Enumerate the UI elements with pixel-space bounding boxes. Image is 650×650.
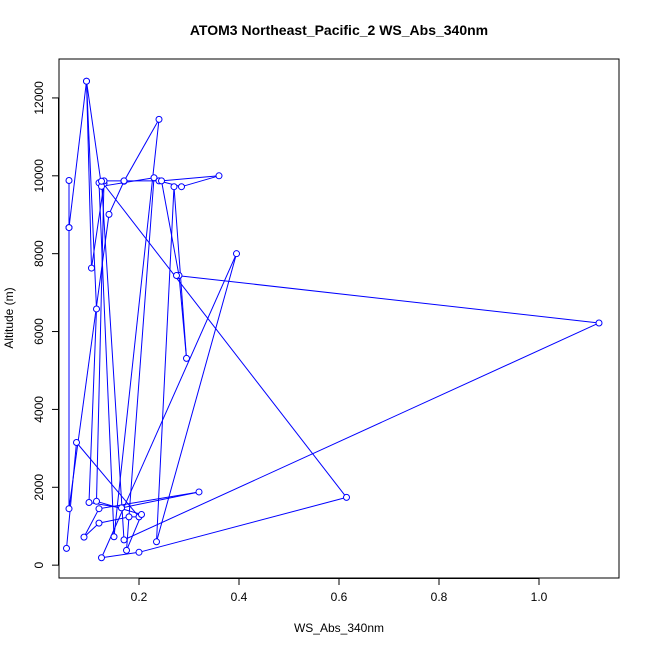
series-segment	[68, 81, 87, 228]
series-segment	[96, 180, 105, 502]
series-segment	[98, 516, 130, 524]
data-point	[85, 498, 93, 506]
x-tick-label: 0.6	[331, 590, 348, 604]
data-point	[73, 439, 80, 447]
series-segment	[86, 81, 97, 309]
data-point	[183, 354, 190, 362]
data-point	[105, 210, 113, 218]
y-tick-label: 4000	[32, 396, 46, 423]
data-point	[88, 264, 95, 272]
series-segment	[101, 181, 125, 540]
series-segment	[126, 177, 155, 551]
x-tick-label: 0.2	[131, 590, 148, 604]
data-point	[98, 177, 105, 185]
y-tick-label: 6000	[32, 318, 46, 345]
series-segment	[101, 180, 347, 498]
data-point	[118, 504, 125, 512]
data-point	[233, 250, 240, 258]
data-point	[93, 497, 100, 505]
series-segment	[113, 119, 160, 537]
data-point	[110, 533, 118, 541]
data-point	[153, 538, 160, 546]
series-segment	[86, 81, 92, 269]
data-point	[170, 183, 178, 191]
series-segment	[156, 253, 237, 542]
series-segment	[126, 514, 142, 551]
data-point	[123, 546, 130, 554]
y-axis-label: Altitude (m)	[2, 287, 16, 348]
series-segment	[138, 496, 347, 553]
series-segment	[123, 119, 160, 182]
series-segment	[91, 183, 105, 269]
series-layer	[63, 77, 603, 562]
data-point	[135, 548, 143, 556]
series-segment	[98, 491, 200, 510]
y-axis: 0 2000 4000 6000 8000 10000 12000	[32, 81, 59, 568]
data-point	[65, 224, 73, 232]
series-segment	[88, 308, 97, 503]
series-segment	[161, 180, 180, 276]
data-point	[158, 177, 165, 185]
series-segment	[161, 175, 220, 182]
data-point	[95, 505, 103, 513]
data-point	[63, 544, 70, 552]
data-point	[125, 513, 133, 521]
data-point	[98, 554, 105, 562]
x-tick-label: 0.4	[231, 590, 248, 604]
series-segment	[66, 442, 77, 549]
y-tick-label: 10000	[32, 159, 46, 193]
x-tick-label: 0.8	[431, 590, 448, 604]
data-point	[120, 177, 128, 185]
data-point	[95, 519, 103, 527]
series-segment	[83, 508, 100, 538]
series-segment	[101, 551, 140, 559]
data-point	[343, 493, 350, 501]
data-point	[155, 115, 163, 123]
data-point	[83, 77, 90, 85]
series-segment	[156, 186, 175, 542]
y-tick-label: 8000	[32, 240, 46, 267]
data-point	[138, 511, 145, 519]
data-point	[80, 533, 88, 541]
data-point	[595, 319, 603, 327]
y-tick-label: 0	[32, 561, 46, 568]
chart-title: ATOM3 Northeast_Pacific_2 WS_Abs_340nm	[190, 22, 488, 38]
x-axis-label: WS_Abs_340nm	[294, 621, 384, 635]
series-segment	[76, 442, 140, 518]
y-tick-label: 2000	[32, 474, 46, 501]
data-point	[195, 488, 203, 496]
series-segment	[98, 182, 115, 537]
series-segment	[176, 274, 600, 324]
data-point	[65, 176, 73, 184]
x-tick-label: 1.0	[531, 590, 548, 604]
y-tick-label: 12000	[32, 81, 46, 115]
data-point	[215, 172, 223, 180]
data-point	[173, 271, 180, 279]
series-segment	[181, 175, 220, 188]
data-point	[65, 505, 73, 513]
series-segment	[108, 181, 125, 215]
series-segment	[121, 491, 200, 509]
data-point	[120, 536, 128, 544]
series-segment	[123, 322, 600, 541]
data-point	[150, 174, 158, 182]
x-axis: 0.2 0.4 0.6 0.8 1.0	[131, 578, 548, 604]
data-point	[93, 305, 100, 313]
data-point	[178, 183, 185, 191]
series-segment	[86, 81, 102, 187]
series-segment	[101, 177, 155, 187]
